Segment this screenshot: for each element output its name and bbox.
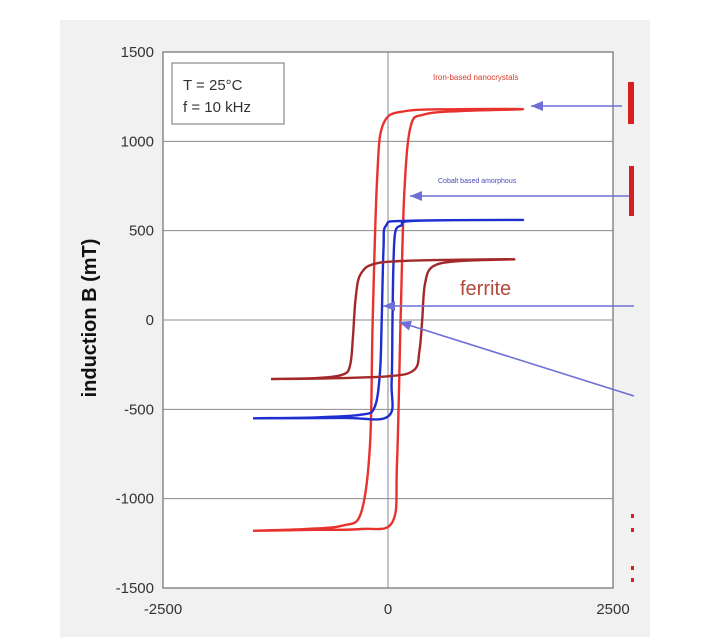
tick-labels: 1500 1000 500 0 -500 -1000 -1500 -2500 0 2500 [116,44,630,618]
condition-frequency: f = 10 kHz [183,99,251,116]
ferrite-loop-curve [270,258,516,381]
marker-dot-3 [631,566,634,570]
y-tick-label: 1500 [121,44,154,61]
marker-dot-1 [631,514,634,518]
y-tick-label: 500 [129,223,154,240]
conditions-box [171,62,285,125]
x-tick-label: 0 [384,601,392,618]
marker-bar-middle [629,166,634,216]
arrow-ferrite [383,301,634,311]
condition-temperature: T = 25°C [183,77,243,94]
y-tick-label: 1000 [121,133,154,150]
arrow-cobalt [410,191,634,201]
marker-bar-top [628,82,634,124]
y-tick-label: -500 [124,401,154,418]
annotation-cobalt: Cobalt based amorphous [438,178,517,185]
grid-lines [163,52,613,588]
arrow-iron [531,101,622,111]
annotation-arrows [383,101,635,397]
marker-dot-2 [631,528,634,532]
marker-dot-4 [631,578,634,582]
iron-loop-curve [252,107,525,532]
series-curves [252,107,525,532]
arrow-blue-loop [398,320,635,397]
y-tick-label: 0 [146,312,154,329]
y-axis-label: induction B (mT) [79,239,101,398]
annotation-iron: Iron-based nanocrystals [433,73,518,82]
annotation-ferrite: ferrite [460,278,511,300]
y-tick-label: -1000 [116,491,154,508]
x-tick-label: -2500 [144,601,182,618]
x-tick-label: 2500 [596,601,629,618]
y-tick-label: -1500 [116,580,154,597]
cobalt-loop-curve [252,218,525,421]
